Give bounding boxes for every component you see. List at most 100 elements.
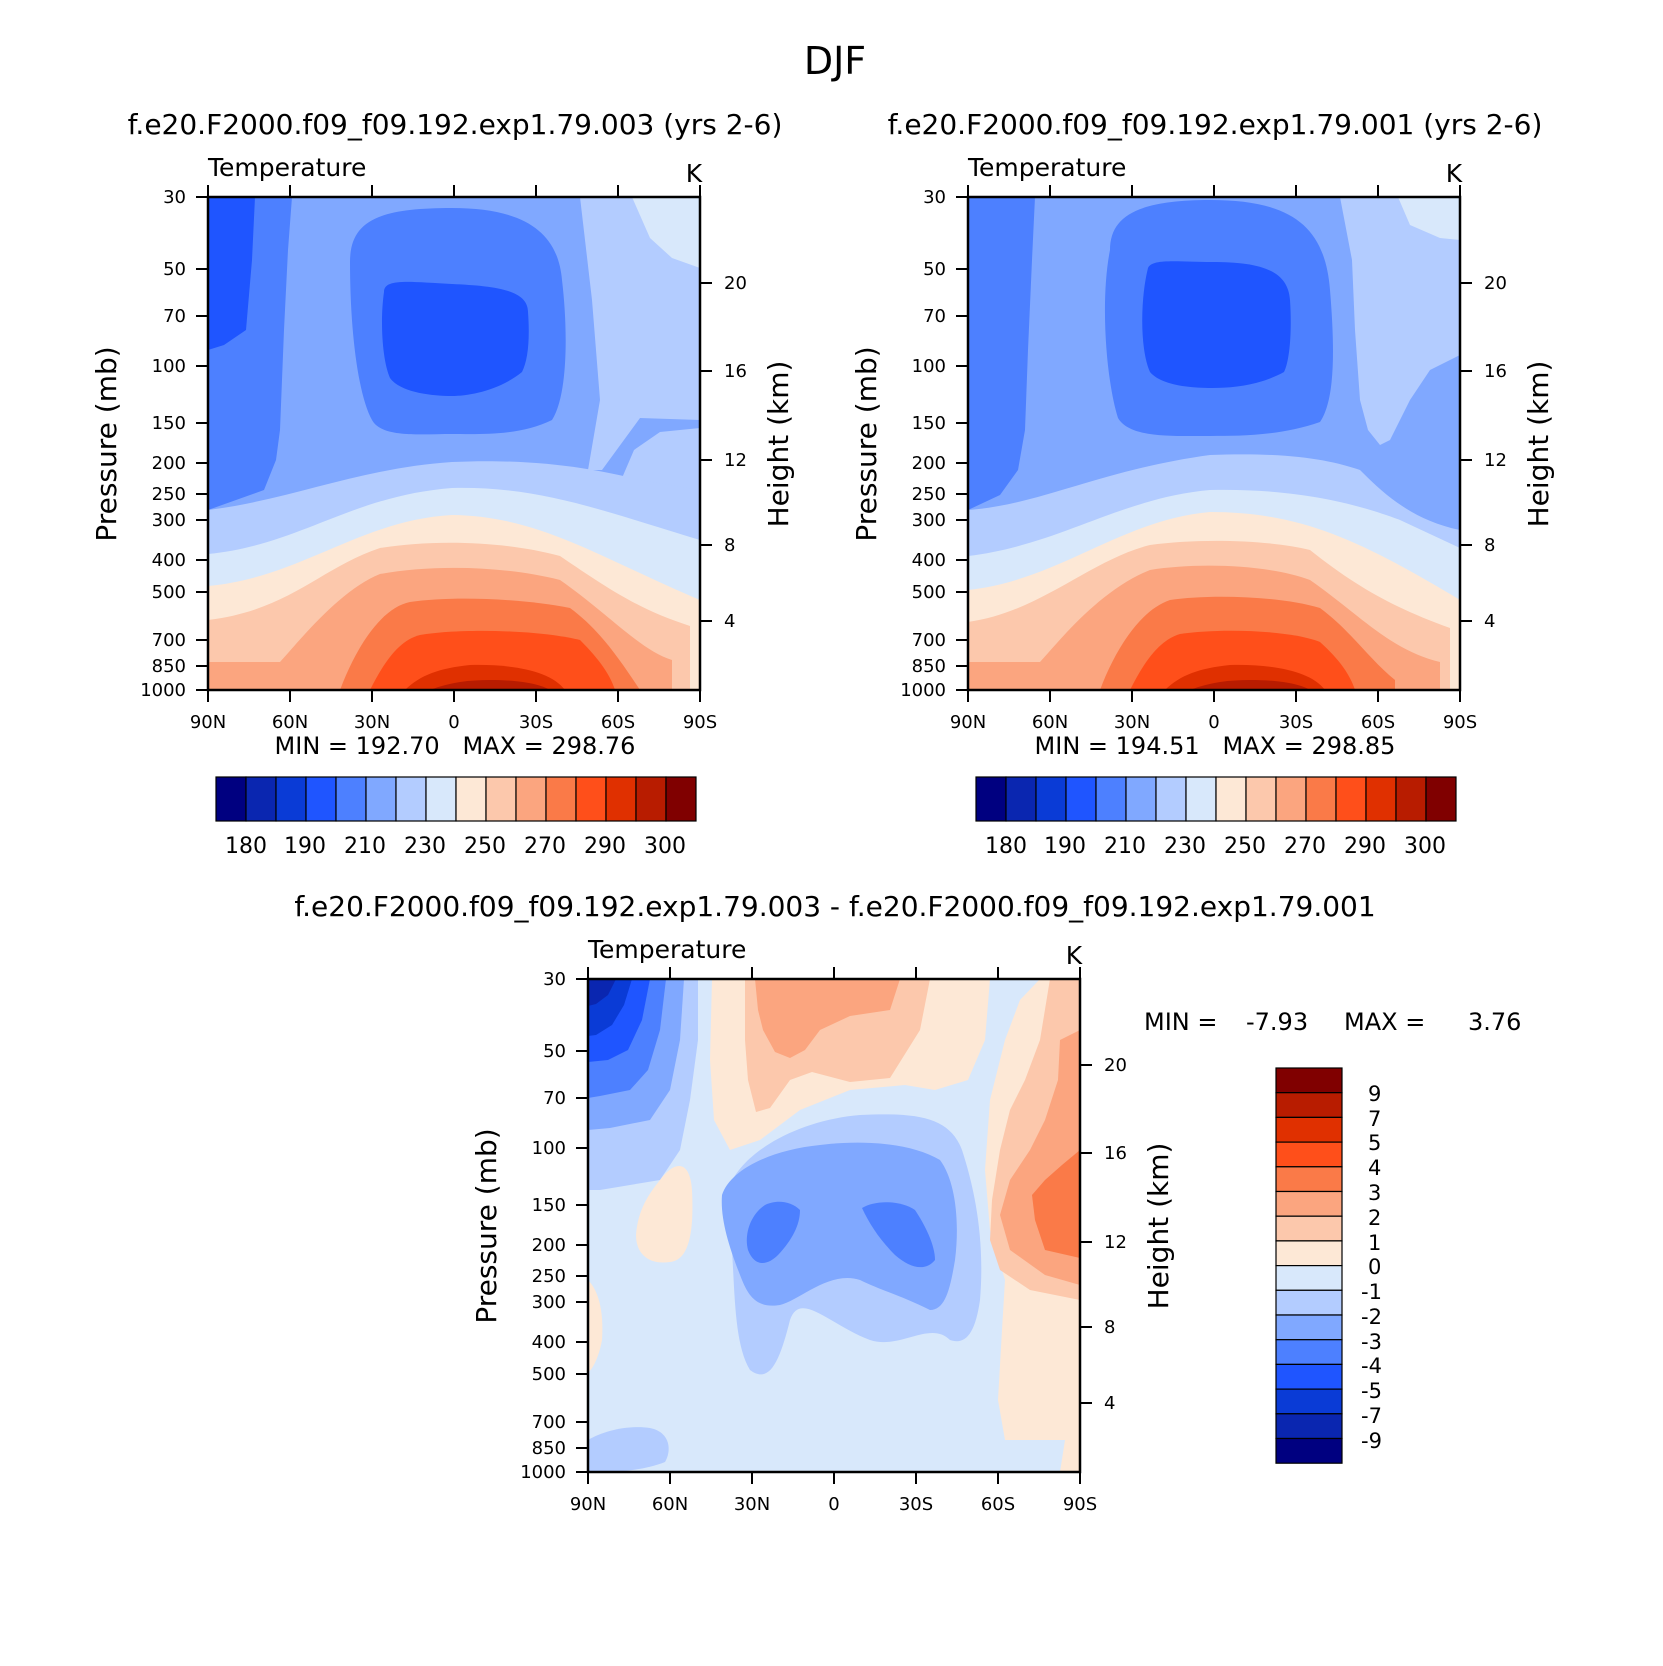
y-tick-label: 1000 bbox=[900, 680, 946, 701]
panel-b-ticks bbox=[956, 185, 1472, 702]
panel-a-variable-label: Temperature bbox=[207, 153, 366, 182]
panel-b-y2-tick-labels: 4 8 12 16 20 bbox=[1484, 273, 1507, 632]
colorbar-swatch bbox=[215, 776, 247, 822]
panel-a-stats: MIN = 192.70 MAX = 298.76 bbox=[275, 732, 636, 760]
colorbar-swatch bbox=[1275, 1363, 1343, 1390]
colorbar-label: 9 bbox=[1368, 1082, 1381, 1106]
x-tick-label: 90N bbox=[190, 712, 226, 733]
panel-b-colorbar-labels: 180 190 210 230 250 270 290 300 bbox=[985, 834, 1446, 859]
y2-tick-label: 4 bbox=[724, 611, 735, 632]
colorbar-swatch bbox=[1245, 776, 1277, 822]
panel-diff-y-axis-label: Pressure (mb) bbox=[470, 1128, 503, 1323]
y2-tick-label: 4 bbox=[1484, 611, 1495, 632]
colorbar-label: 250 bbox=[1224, 834, 1266, 859]
panel-a-y-axis-label: Pressure (mb) bbox=[90, 346, 123, 541]
panel-a-ticks bbox=[196, 185, 712, 702]
colorbar-swatch bbox=[335, 776, 367, 822]
colorbar-label: 2 bbox=[1368, 1206, 1381, 1230]
colorbar-swatch bbox=[275, 776, 307, 822]
x-tick-label: 30N bbox=[1114, 712, 1150, 733]
y-tick-label: 100 bbox=[532, 1138, 566, 1159]
colorbar-label: 250 bbox=[464, 834, 506, 859]
colorbar-label: 290 bbox=[584, 834, 626, 859]
colorbar-swatch bbox=[1155, 776, 1187, 822]
colorbar-swatch bbox=[1275, 1264, 1343, 1291]
colorbar-label: 190 bbox=[284, 834, 326, 859]
y-tick-label: 700 bbox=[152, 630, 186, 651]
panel-diff-colorbar-labels: 9 7 5 4 3 2 1 0 -1 -2 -3 -4 -5 -7 -9 bbox=[1361, 1082, 1382, 1453]
colorbar-swatch bbox=[1275, 1289, 1343, 1316]
colorbar-swatch bbox=[1275, 1116, 1343, 1143]
colorbar-label: -4 bbox=[1361, 1354, 1382, 1378]
panel-b-x-tick-labels: 90N 60N 30N 0 30S 60S 90S bbox=[950, 712, 1477, 733]
x-tick-label: 60S bbox=[981, 1494, 1015, 1515]
x-tick-label: 30N bbox=[734, 1494, 770, 1515]
panel-a-y2-tick-labels: 4 8 12 16 20 bbox=[724, 273, 747, 632]
y2-tick-label: 20 bbox=[724, 273, 747, 294]
colorbar-swatch bbox=[635, 776, 667, 822]
colorbar-swatch bbox=[365, 776, 397, 822]
colorbar-swatch bbox=[1275, 1215, 1343, 1242]
y-tick-label: 200 bbox=[532, 1235, 566, 1256]
x-tick-label: 30S bbox=[519, 712, 553, 733]
y-tick-label: 850 bbox=[532, 1438, 566, 1459]
y2-tick-label: 16 bbox=[1484, 361, 1507, 382]
y-tick-label: 30 bbox=[543, 969, 566, 990]
panel-b-contour-fill bbox=[968, 197, 1460, 690]
x-tick-label: 60N bbox=[652, 1494, 688, 1515]
colorbar-swatch bbox=[1065, 776, 1097, 822]
colorbar-swatch bbox=[1275, 1240, 1343, 1267]
y2-tick-label: 8 bbox=[1104, 1317, 1115, 1338]
colorbar-swatch bbox=[1275, 1190, 1343, 1217]
y-tick-label: 150 bbox=[152, 413, 186, 434]
y2-tick-label: 12 bbox=[1484, 450, 1507, 471]
panel-diff: f.e20.F2000.f09_f09.192.exp1.79.003 - f.… bbox=[294, 890, 1521, 1515]
colorbar-label: 180 bbox=[985, 834, 1027, 859]
colorbar-swatch bbox=[1365, 776, 1397, 822]
colorbar-swatch bbox=[395, 776, 427, 822]
x-tick-label: 60S bbox=[1361, 712, 1395, 733]
colorbar-label: -9 bbox=[1361, 1429, 1382, 1453]
panel-diff-ticks bbox=[576, 967, 1092, 1484]
colorbar-swatch bbox=[1035, 776, 1067, 822]
panel-a-y-tick-labels: 30 50 70 100 150 200 250 300 400 500 700… bbox=[140, 187, 186, 701]
y-tick-label: 50 bbox=[543, 1041, 566, 1062]
y-tick-label: 70 bbox=[163, 306, 186, 327]
x-tick-label: 0 bbox=[448, 712, 459, 733]
colorbar-swatch bbox=[665, 776, 697, 822]
y-tick-label: 850 bbox=[912, 656, 946, 677]
colorbar-label: -7 bbox=[1361, 1404, 1382, 1428]
y-tick-label: 1000 bbox=[140, 680, 186, 701]
colorbar-label: 210 bbox=[1104, 834, 1146, 859]
y-tick-label: 400 bbox=[532, 1332, 566, 1353]
colorbar-swatch bbox=[425, 776, 457, 822]
y2-tick-label: 20 bbox=[1104, 1055, 1127, 1076]
y-tick-label: 500 bbox=[912, 582, 946, 603]
x-tick-label: 60S bbox=[601, 712, 635, 733]
y-tick-label: 850 bbox=[152, 656, 186, 677]
colorbar-label: -1 bbox=[1361, 1280, 1382, 1304]
colorbar-swatch bbox=[1095, 776, 1127, 822]
y-tick-label: 1000 bbox=[520, 1462, 566, 1483]
y-tick-label: 500 bbox=[532, 1364, 566, 1385]
panel-diff-contour-fill bbox=[588, 979, 1080, 1472]
y2-tick-label: 12 bbox=[724, 450, 747, 471]
y-tick-label: 400 bbox=[152, 550, 186, 571]
colorbar-label: 180 bbox=[225, 834, 267, 859]
colorbar-label: 230 bbox=[1164, 834, 1206, 859]
colorbar-label: 5 bbox=[1368, 1131, 1381, 1155]
colorbar-swatch bbox=[1275, 1388, 1343, 1415]
colorbar-swatch bbox=[1335, 776, 1367, 822]
y-tick-label: 500 bbox=[152, 582, 186, 603]
colorbar-swatch bbox=[575, 776, 607, 822]
x-tick-label: 90N bbox=[570, 1494, 606, 1515]
stats-min-label: MIN = bbox=[1144, 1008, 1217, 1036]
colorbar-label: 3 bbox=[1368, 1181, 1381, 1205]
colorbar-swatch bbox=[1275, 1314, 1343, 1341]
colorbar-swatch bbox=[1275, 1339, 1343, 1365]
colorbar-label: 270 bbox=[524, 834, 566, 859]
figure-title: DJF bbox=[804, 39, 866, 83]
y-tick-label: 70 bbox=[543, 1088, 566, 1109]
panel-a: f.e20.F2000.f09_f09.192.exp1.79.003 (yrs… bbox=[90, 108, 795, 859]
y-tick-label: 200 bbox=[912, 453, 946, 474]
